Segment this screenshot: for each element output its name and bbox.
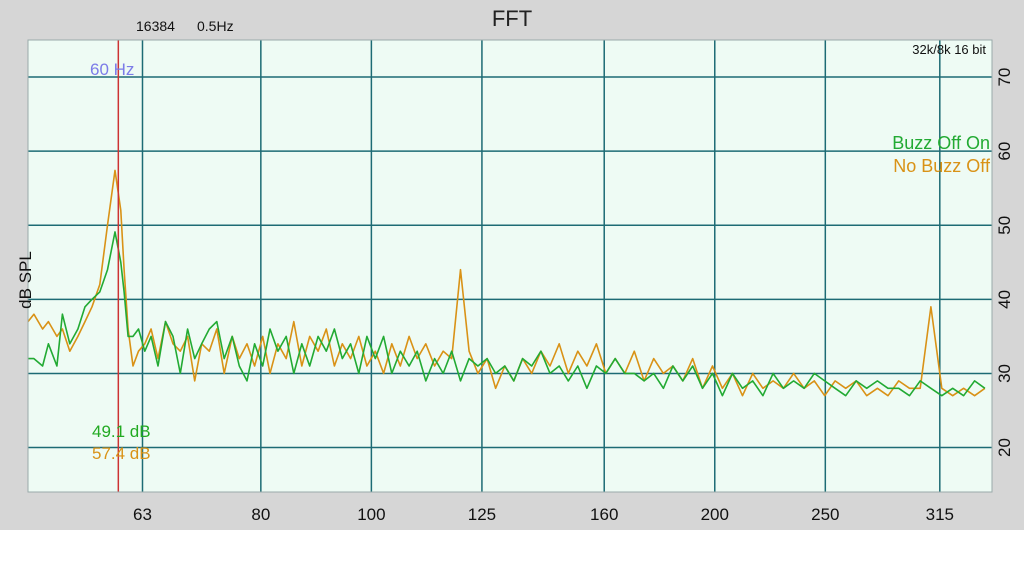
plot-frame	[27, 39, 993, 493]
series-line	[28, 231, 986, 397]
y-tick-label: 70	[995, 68, 1014, 87]
x-tick-label: 250	[811, 505, 839, 524]
fft-window: 63 80 100 125 160 200 250 315 20 30 40 50 60 70 1638…	[0, 0, 1024, 530]
marker-frequency-label: 60 Hz	[90, 60, 135, 79]
resolution-label: 0.5Hz	[197, 18, 234, 34]
series-lines	[27, 169, 986, 397]
x-tick-label: 100	[357, 505, 385, 524]
y-tick-labels: 20 30 40 50 60 70	[995, 68, 1014, 457]
grid	[28, 40, 992, 492]
x-tick-labels: 63 80 100 125 160 200 250 315	[133, 505, 954, 524]
x-tick-label: 315	[926, 505, 954, 524]
y-tick-label: 40	[995, 290, 1014, 309]
fft-size-label: 16384	[136, 18, 175, 34]
chart-title: FFT	[491, 6, 533, 31]
plot-area	[28, 40, 992, 492]
fft-chart: 63 80 100 125 160 200 250 315 20 30 40 50 60 70	[27, 39, 1014, 524]
y-tick-label: 20	[995, 438, 1014, 457]
y-tick-label: 30	[995, 364, 1014, 383]
y-tick-label: 50	[995, 216, 1014, 235]
x-tick-label: 80	[251, 505, 270, 524]
x-tick-label: 160	[590, 505, 618, 524]
x-tick-label: 63	[133, 505, 152, 524]
series-line	[27, 169, 986, 397]
readout-no-buzz-off: 57.4 dB	[92, 444, 151, 463]
sample-format-label: 32k/8k 16 bit	[912, 42, 986, 57]
legend-series-buzz-off-on[interactable]: Buzz Off On	[892, 133, 990, 153]
x-tick-label: 125	[468, 505, 496, 524]
legend-series-no-buzz-off[interactable]: No Buzz Off	[893, 156, 990, 176]
y-axis-label: dB SPL	[16, 251, 35, 309]
readout-buzz-off-on: 49.1 dB	[92, 422, 151, 441]
x-tick-label: 200	[701, 505, 729, 524]
y-tick-label: 60	[995, 142, 1014, 161]
